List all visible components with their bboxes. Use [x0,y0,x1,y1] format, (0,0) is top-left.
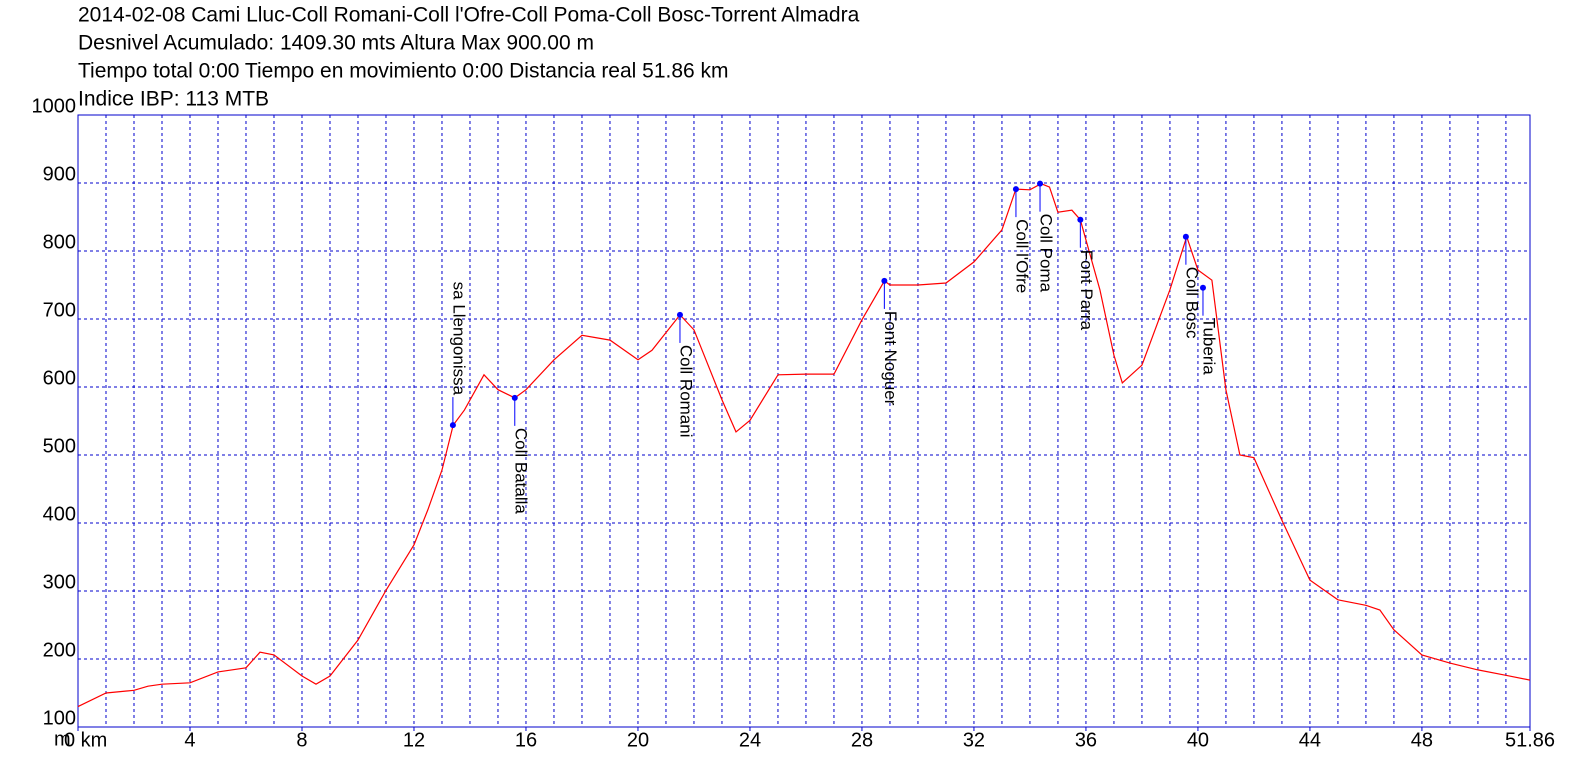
x-tick-label: 32 [963,729,985,751]
waypoint-label: sa Llengonissa [449,282,468,396]
x-tick-label: 8 [296,729,307,751]
elevation-line [77,183,1531,708]
waypoint-marker [1182,233,1189,240]
y-tick-label: 100 [43,707,76,729]
waypoint-label: Coll Bosc [1182,267,1201,339]
x-tick-label: 20 [627,729,649,751]
waypoint-marker [511,394,518,401]
y-axis-label: m [54,728,71,750]
waypoint-label: Font Parra [1077,250,1096,331]
x-tick-label: 51.86 [1505,729,1555,751]
y-tick-label: 1000 [32,95,77,117]
y-tick-label: 400 [43,503,76,525]
x-tick-label: 4 [184,729,195,751]
chart-subtitle: Desnivel Acumulado: 1409.30 mts Altura M… [78,32,594,55]
waypoint-marker [881,277,888,284]
y-tick-label: 900 [43,163,76,185]
y-tick-label: 800 [43,231,76,253]
waypoint-label: Tuberia [1199,318,1218,376]
x-tick-label: 12 [403,729,425,751]
y-tick-label: 300 [43,571,76,593]
chart-subtitle: Indice IBP: 113 MTB [78,88,269,111]
waypoint-marker [1037,180,1044,187]
chart-title: 2014-02-08 Cami Lluc-Coll Romani-Coll l'… [78,4,860,27]
x-tick-label: 36 [1075,729,1097,751]
x-tick-label: 28 [851,729,873,751]
y-tick-label: 600 [43,367,76,389]
waypoint-marker [1077,216,1084,223]
waypoint-label: Coll Poma [1037,214,1056,293]
y-tick-label: 200 [43,639,76,661]
x-tick-label: 24 [739,729,761,751]
waypoint-label: Coll Batalla [511,428,530,515]
x-tick-label: 40 [1187,729,1209,751]
x-tick-label: 16 [515,729,537,751]
x-tick-label: 48 [1411,729,1433,751]
y-tick-label: 700 [43,299,76,321]
waypoint-label: Font Noguer [881,311,900,406]
waypoint-marker [449,422,456,429]
waypoint-label: Coll Romani [676,345,695,438]
plot-border [77,114,1531,728]
chart-subtitle: Tiempo total 0:00 Tiempo en movimiento 0… [78,60,729,83]
waypoint-label: Coll l'Ofre [1012,219,1031,293]
x-tick-label: 44 [1299,729,1321,751]
x-tick-label: 0 km [64,729,107,751]
waypoint-marker [676,311,683,318]
waypoint-marker [1199,284,1206,291]
waypoint-marker [1012,186,1019,193]
y-tick-label: 500 [43,435,76,457]
